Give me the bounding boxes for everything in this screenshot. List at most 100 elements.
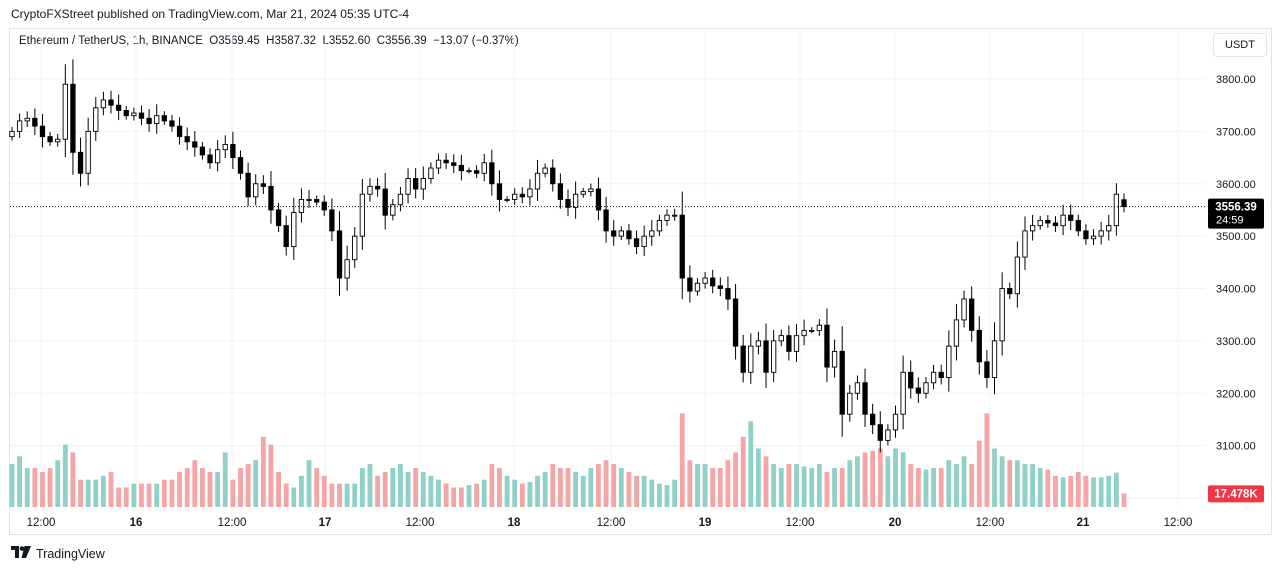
candle-body bbox=[633, 238, 640, 248]
candle-body bbox=[656, 219, 663, 232]
volume-bar bbox=[611, 464, 617, 507]
brand-name: TradingView bbox=[36, 546, 105, 561]
volume-bar bbox=[1060, 477, 1066, 507]
currency-button[interactable]: USDT bbox=[1213, 33, 1267, 57]
candle-body bbox=[1037, 219, 1043, 227]
volume-bar bbox=[893, 448, 898, 507]
candle-body bbox=[961, 298, 967, 321]
volume-bar bbox=[222, 452, 228, 507]
volume-bar bbox=[390, 468, 396, 507]
candle-body bbox=[1060, 214, 1066, 227]
candle-body bbox=[1068, 214, 1074, 221]
legend-high: H3587.32 bbox=[266, 35, 317, 47]
candle-body bbox=[930, 371, 937, 384]
candle-body bbox=[588, 188, 594, 193]
volume-bar bbox=[497, 468, 502, 507]
candle-body bbox=[131, 112, 137, 117]
volume-bar bbox=[1037, 468, 1043, 507]
time-tick-label: 12:00 bbox=[27, 517, 56, 529]
volume-bar bbox=[177, 471, 182, 507]
volume-bar bbox=[474, 483, 480, 507]
candle-body bbox=[192, 141, 198, 148]
candle-body bbox=[923, 382, 929, 394]
candle-body bbox=[321, 201, 327, 211]
volume-bar bbox=[337, 483, 342, 507]
candle-body bbox=[816, 324, 822, 331]
volume-bar bbox=[299, 475, 304, 507]
candle-body bbox=[748, 345, 754, 373]
volume-bar bbox=[466, 485, 472, 507]
volume-bar bbox=[756, 448, 761, 507]
candle-body bbox=[390, 204, 396, 216]
time-axis[interactable]: 12:00 16 12:00 17 12:00 18 12:00 19 12:00 20 12:00… bbox=[27, 517, 1193, 529]
grid-lines bbox=[10, 30, 1205, 508]
candle-body bbox=[892, 413, 899, 431]
candle-countdown: 24:59 bbox=[1216, 215, 1244, 227]
volume-bar bbox=[649, 479, 655, 507]
candle-body bbox=[47, 136, 53, 143]
candle-body bbox=[1106, 225, 1112, 232]
candle-body bbox=[1007, 288, 1013, 295]
candle-body bbox=[489, 162, 495, 185]
candle-body bbox=[367, 185, 373, 195]
candle-body bbox=[534, 172, 541, 190]
candle-body bbox=[572, 193, 579, 208]
candle-body bbox=[176, 125, 183, 138]
footer-brand[interactable]: TradingView bbox=[11, 546, 105, 561]
volume-bar bbox=[78, 479, 83, 507]
volume-bar bbox=[481, 479, 487, 507]
candle-body bbox=[214, 149, 221, 164]
time-tick-label: 20 bbox=[889, 517, 902, 529]
candle-body bbox=[70, 83, 76, 153]
candle-body bbox=[352, 235, 358, 261]
volume-bar bbox=[359, 468, 365, 507]
time-tick-label: 12:00 bbox=[597, 517, 626, 529]
volume-bar bbox=[9, 464, 15, 507]
candle-body bbox=[831, 350, 838, 368]
candle-body bbox=[801, 329, 807, 337]
price-axis[interactable]: 3800.00 3700.00 3600.00 3500.00 3400.00 3300.… bbox=[1216, 74, 1256, 505]
volume-bar bbox=[207, 471, 213, 507]
volume-bar bbox=[527, 482, 533, 507]
volume-bar bbox=[771, 464, 777, 507]
volume-bar bbox=[664, 485, 670, 507]
candle-body bbox=[9, 130, 15, 138]
candle-body bbox=[839, 350, 845, 415]
last-price-badge: 3556.39 24:59 bbox=[1208, 198, 1264, 229]
candle-body bbox=[885, 429, 891, 441]
volume-bar bbox=[169, 479, 175, 507]
volume-bar bbox=[139, 483, 144, 507]
candle-body bbox=[451, 162, 457, 166]
candle-body bbox=[611, 230, 617, 237]
candle-body bbox=[687, 277, 693, 292]
candle-body bbox=[275, 209, 282, 227]
volume-bar bbox=[847, 460, 853, 507]
candle-body bbox=[870, 413, 876, 426]
volume-bar bbox=[24, 468, 30, 507]
candle-body bbox=[268, 185, 274, 211]
candle-body bbox=[877, 424, 883, 441]
volume-bar bbox=[542, 471, 548, 507]
volume-bar bbox=[588, 468, 594, 507]
volume-bar bbox=[458, 487, 464, 507]
volume-bar bbox=[1014, 460, 1020, 507]
time-tick-label: 17 bbox=[319, 517, 332, 529]
candle-body bbox=[900, 371, 906, 415]
volume-bar bbox=[32, 468, 38, 507]
candle-body bbox=[123, 109, 129, 117]
candle-body bbox=[999, 288, 1005, 342]
candle-body bbox=[291, 212, 297, 248]
volume-bar bbox=[794, 464, 799, 507]
legend-symbol[interactable]: Ethereum / TetherUS, 1h, BINANCE bbox=[19, 35, 203, 47]
volume-bar bbox=[108, 471, 114, 507]
volume-bar bbox=[1068, 475, 1074, 507]
candle-body bbox=[847, 392, 853, 415]
candle-body bbox=[626, 230, 632, 240]
tradingview-logo-icon bbox=[11, 546, 31, 561]
volume-bar bbox=[215, 471, 221, 507]
volume-bar bbox=[268, 444, 274, 507]
candle-body bbox=[557, 183, 564, 200]
candle-body bbox=[793, 335, 800, 352]
candle-body bbox=[39, 125, 46, 138]
